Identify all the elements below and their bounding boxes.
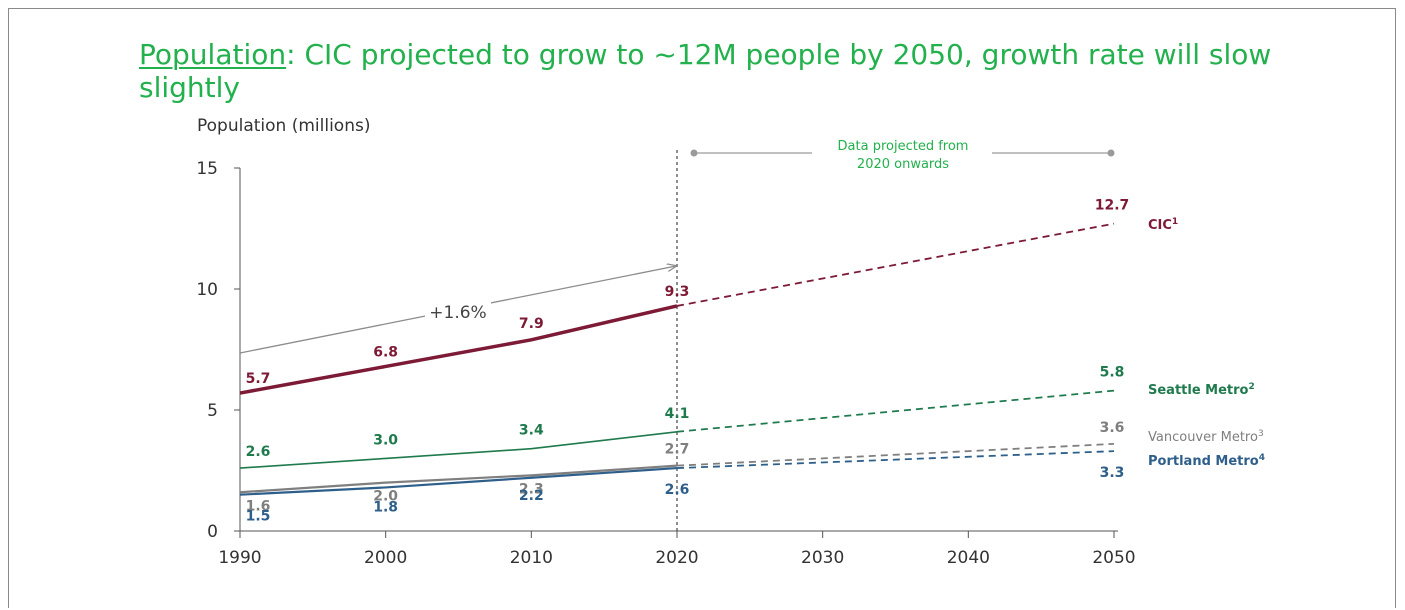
x-tick-label: 1990 — [218, 548, 261, 568]
slide-title: Population: CIC projected to grow to ~12… — [139, 38, 1299, 104]
data-label: 2.7 — [665, 442, 690, 458]
data-label: 5.7 — [246, 371, 271, 387]
series-line-projected — [676, 450, 1115, 469]
projection-bracket-dot-end — [1107, 149, 1115, 157]
x-tick-label: 2000 — [364, 548, 407, 568]
series-line-projected — [676, 442, 1115, 467]
data-label: 2.3 — [519, 481, 544, 497]
data-label: 2.2 — [519, 488, 544, 504]
data-label: 2.6 — [246, 444, 271, 460]
data-label: 3.4 — [519, 423, 544, 439]
data-label: 4.1 — [665, 406, 690, 422]
x-tick-label: 2030 — [801, 548, 844, 568]
series-name-label: Portland Metro4 — [1148, 453, 1265, 469]
series-line-actual — [239, 466, 678, 496]
data-label: 1.5 — [246, 509, 271, 525]
series-name-label: Vancouver Metro3 — [1148, 429, 1264, 445]
data-label: 3.3 — [1100, 465, 1125, 481]
y-tick-label: 0 — [207, 522, 218, 542]
projection-label-line1: Data projected from — [838, 139, 969, 154]
growth-label-bg — [425, 298, 491, 324]
x-tick-label: 2040 — [947, 548, 990, 568]
slide-frame — [8, 8, 1396, 608]
x-tick-label: 2010 — [510, 548, 553, 568]
projection-bracket-dot-start — [690, 149, 698, 157]
series-line-projected — [676, 389, 1115, 433]
x-tick-label: 2050 — [1092, 548, 1135, 568]
data-label: 7.9 — [519, 316, 544, 332]
y-tick-label: 10 — [196, 280, 218, 300]
growth-rate-label: +1.6% — [429, 303, 486, 323]
y-axis-label: Population (millions) — [197, 116, 371, 136]
data-label: 6.8 — [373, 344, 398, 360]
title-underlined-word: Population — [139, 38, 287, 71]
series-name-label: Seattle Metro2 — [1148, 382, 1255, 398]
data-label: 2.0 — [373, 489, 398, 505]
data-label: 3.6 — [1100, 420, 1125, 436]
series-line-projected — [676, 222, 1115, 307]
data-label: 5.8 — [1100, 365, 1125, 381]
data-label: 1.6 — [246, 498, 271, 514]
series-line-actual — [239, 304, 678, 395]
projection-label-line2: 2020 onwards — [857, 157, 949, 172]
data-label: 9.3 — [665, 284, 690, 300]
x-tick-label: 2020 — [655, 548, 698, 568]
series-line-actual — [239, 430, 678, 469]
data-label: 2.6 — [665, 482, 690, 498]
y-tick-label: 5 — [207, 401, 218, 421]
data-label: 12.7 — [1095, 198, 1130, 214]
series-name-label: CIC1 — [1148, 217, 1178, 233]
data-label: 1.8 — [373, 499, 398, 515]
title-rest: : CIC projected to grow to ~12M people b… — [139, 38, 1272, 104]
series-line-actual — [239, 464, 678, 494]
y-tick-label: 15 — [196, 159, 218, 179]
data-label: 3.0 — [373, 432, 398, 448]
